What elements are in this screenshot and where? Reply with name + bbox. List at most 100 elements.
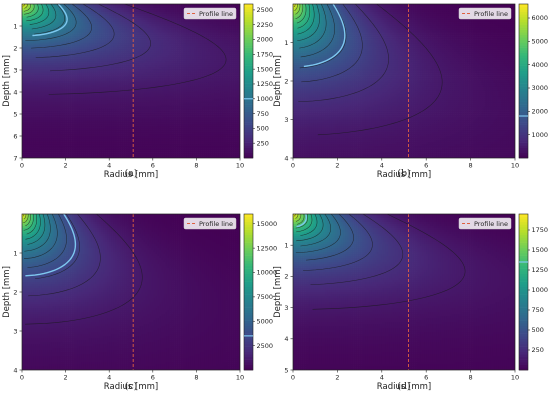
highlight-contour — [32, 4, 68, 37]
x-axis-label: Radius [mm] — [104, 382, 158, 392]
x-tick-label: 4 — [107, 162, 111, 170]
colorbar-tick-label: 500 — [532, 326, 544, 334]
contour-line — [23, 4, 35, 15]
contour-line — [295, 214, 341, 253]
colorbar-tick-label: 2250 — [257, 21, 274, 29]
colorbar-tick-label: 500 — [257, 125, 269, 133]
x-tick-label: 8 — [469, 374, 473, 382]
contour-line — [293, 214, 296, 217]
x-axis-label: Radius [mm] — [377, 382, 431, 392]
y-tick-label: 7 — [13, 154, 17, 162]
colorbar-tick-label: 5000 — [257, 317, 274, 325]
panel-caption: (c) — [125, 381, 138, 392]
contour-line — [25, 4, 77, 42]
colorbar-tick-label: 3000 — [532, 84, 549, 92]
plot-frame — [21, 3, 241, 159]
x-axis-label: Radius [mm] — [377, 170, 431, 180]
contour-line — [299, 4, 327, 49]
y-tick-label: 2 — [284, 273, 288, 281]
panel-caption: (d) — [397, 381, 411, 392]
contour-line — [295, 4, 301, 15]
legend-label: Profile line — [199, 220, 233, 228]
contour-line — [296, 214, 305, 225]
contour-line — [296, 4, 307, 24]
contour-line — [300, 214, 331, 247]
colorbar-tick-label: 5000 — [532, 38, 549, 46]
colorbar-tick-label: 1250 — [257, 80, 274, 88]
legend: Profile line — [458, 7, 512, 20]
contour-line — [25, 214, 143, 325]
contour-line — [24, 214, 51, 252]
y-tick-label: 1 — [284, 39, 288, 47]
legend-label: Profile line — [474, 10, 508, 18]
panel-caption: (a) — [124, 168, 137, 179]
contour-line — [25, 214, 31, 227]
colorbar-frame — [518, 213, 529, 371]
colorbar-tick-label: 1000 — [257, 95, 274, 103]
legend-label: Profile line — [474, 220, 508, 228]
contour-line — [294, 4, 298, 11]
x-tick-label: 10 — [236, 162, 244, 170]
colorbar-tick-label: 1000 — [532, 131, 549, 139]
contour-line — [295, 214, 302, 222]
colorbar-tick-label: 250 — [532, 346, 544, 354]
contour-line — [296, 214, 313, 233]
contour-line — [299, 4, 347, 69]
colorbar-tick-label: 7500 — [257, 293, 274, 301]
y-axis-label: Depth [mm] — [273, 266, 283, 318]
colorbar-tick-label: 2000 — [257, 36, 274, 44]
x-tick-label: 10 — [511, 374, 519, 382]
contour-line — [23, 4, 31, 12]
y-axis-label: Depth [mm] — [273, 55, 283, 107]
contour-line — [35, 214, 80, 280]
contour-line — [297, 4, 320, 42]
contour-line — [31, 4, 92, 49]
colorbar-tick-label: 1750 — [532, 226, 549, 234]
contour-line — [26, 4, 44, 22]
x-tick-label: 8 — [194, 162, 198, 170]
x-tick-label: 8 — [194, 374, 198, 382]
highlight-contour — [25, 214, 77, 277]
colorbar-tick-label: 1750 — [257, 51, 274, 59]
contour-line — [303, 214, 373, 271]
y-axis-label: Depth [mm] — [2, 55, 12, 107]
colorbar-tick-label: 15000 — [257, 220, 278, 228]
contour-line — [24, 4, 28, 9]
contour-line — [24, 214, 58, 259]
x-tick-label: 2 — [64, 374, 68, 382]
colorbar-tick-label: 2000 — [532, 108, 549, 116]
heatmap-field — [22, 4, 240, 158]
contour-line — [306, 214, 354, 261]
y-tick-label: 2 — [13, 44, 17, 52]
colorbar-frame — [518, 3, 529, 159]
contour-line — [26, 4, 39, 18]
colorbar-tick-label: 12500 — [257, 244, 278, 252]
heatmap-field — [22, 214, 240, 370]
y-tick-label: 3 — [13, 66, 17, 74]
colorbar-tick-label: 750 — [532, 306, 544, 314]
contour-line — [301, 4, 363, 83]
x-tick-label: 6 — [151, 162, 155, 170]
contour-line — [23, 214, 34, 231]
colorbar: 1000 2000 3000 4000 5000 6000 — [518, 3, 549, 159]
legend: Profile line — [183, 217, 237, 230]
contour-line — [48, 4, 227, 95]
y-tick-label: 4 — [13, 366, 17, 374]
legend-box — [183, 217, 237, 230]
contour-line — [29, 4, 50, 25]
y-tick-label: 4 — [13, 88, 17, 96]
contour-line — [295, 214, 309, 229]
plot-frame — [292, 213, 516, 371]
contour-line — [28, 214, 101, 297]
legend-box — [458, 7, 512, 20]
colorbar-tick-label: 1500 — [257, 65, 274, 73]
y-tick-label: 1 — [13, 22, 17, 30]
contour-line — [26, 214, 37, 235]
x-tick-label: 4 — [380, 162, 384, 170]
y-tick-label: 1 — [13, 249, 17, 257]
heatmap-field — [293, 4, 515, 158]
x-tick-label: 2 — [335, 374, 339, 382]
y-axis-label: Depth [mm] — [2, 266, 12, 318]
